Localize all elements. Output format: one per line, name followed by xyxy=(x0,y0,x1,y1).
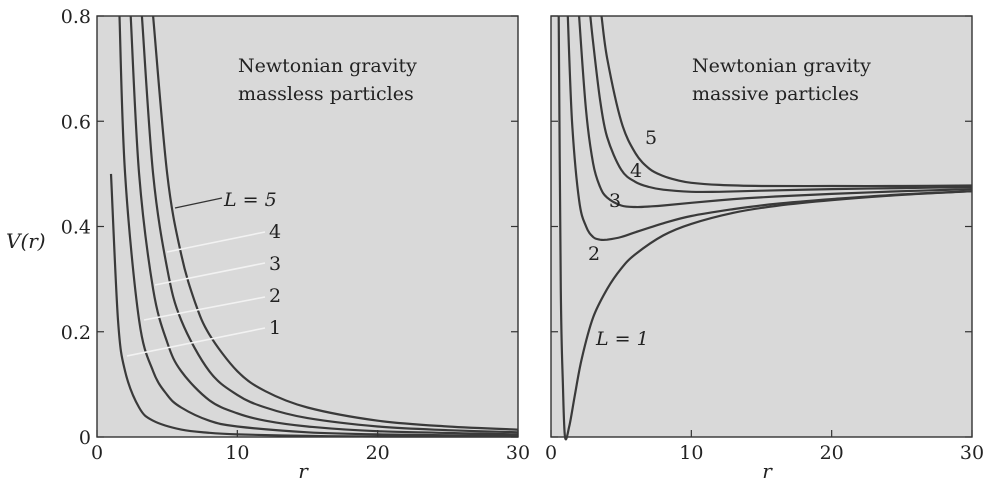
right-axis-ticks: 0 10 20 30 xyxy=(545,15,984,464)
right-curve-L4 xyxy=(589,15,973,194)
leader-line-L3 xyxy=(154,262,266,286)
left-y-tick-label: 0.4 xyxy=(61,217,91,239)
leader-line-L5 xyxy=(174,197,223,209)
left-curves xyxy=(109,15,519,438)
left-x-axis-title: r xyxy=(298,459,309,483)
left-panel: 0 10 20 30 0 0.2 0.4 0.6 0.8 Newtonian gravity m… xyxy=(6,6,530,483)
left-curve-L1 xyxy=(109,173,519,438)
right-curve-L3 xyxy=(578,15,973,209)
left-label-3: 3 xyxy=(269,253,281,275)
left-x-tick-label: 20 xyxy=(366,442,390,464)
right-x-tick-label: 0 xyxy=(545,442,557,464)
right-x-tick-label: 30 xyxy=(960,442,984,464)
y-axis-title: V(r) xyxy=(6,229,46,253)
right-label-2: 2 xyxy=(588,243,600,265)
left-curve-L3 xyxy=(129,15,519,436)
left-curve-L5 xyxy=(152,15,519,431)
left-x-tick-label: 10 xyxy=(225,442,249,464)
left-label-L5-text: L = 5 xyxy=(223,189,277,211)
leader-line-L4 xyxy=(166,231,266,253)
right-x-tick-label: 20 xyxy=(820,442,844,464)
left-panel-subtitle: massless particles xyxy=(238,83,414,105)
left-label-L5: L = 5 xyxy=(223,189,277,211)
left-plot-area xyxy=(96,15,519,438)
left-curve-L2 xyxy=(118,15,519,437)
left-curve-L4 xyxy=(140,15,519,434)
left-axis-ticks: 0 10 20 30 0 0.2 0.4 0.6 0.8 xyxy=(61,6,530,464)
left-y-tick-label: 0.8 xyxy=(61,6,91,28)
left-x-tick-label: 0 xyxy=(91,442,103,464)
left-x-tick-label: 30 xyxy=(506,442,530,464)
left-label-1: 1 xyxy=(269,317,281,339)
right-panel-title: Newtonian gravity xyxy=(692,55,871,77)
left-label-2: 2 xyxy=(269,285,281,307)
left-label-4: 4 xyxy=(269,221,281,243)
right-curve-L2 xyxy=(566,15,973,242)
right-curves xyxy=(557,15,973,441)
right-curve-L1 xyxy=(557,15,973,441)
right-label-L1: L = 1 xyxy=(595,328,649,350)
right-panel-subtitle: massive particles xyxy=(692,83,859,105)
right-x-axis-title: r xyxy=(762,459,773,483)
right-label-4: 4 xyxy=(630,160,642,182)
right-curve-L5 xyxy=(600,15,973,188)
left-panel-title: Newtonian gravity xyxy=(238,55,417,77)
right-label-5: 5 xyxy=(645,127,657,149)
right-x-tick-label: 10 xyxy=(679,442,703,464)
leader-line-L1 xyxy=(126,327,266,357)
left-y-tick-label: 0.6 xyxy=(61,111,91,133)
left-y-tick-label: 0.2 xyxy=(61,322,91,344)
right-plot-area xyxy=(550,15,973,438)
right-panel: 0 10 20 30 Newtonian gravity massive partic… xyxy=(545,15,984,483)
right-label-3: 3 xyxy=(609,190,621,212)
left-y-tick-label: 0 xyxy=(79,427,91,449)
leader-line-L2 xyxy=(143,296,266,321)
